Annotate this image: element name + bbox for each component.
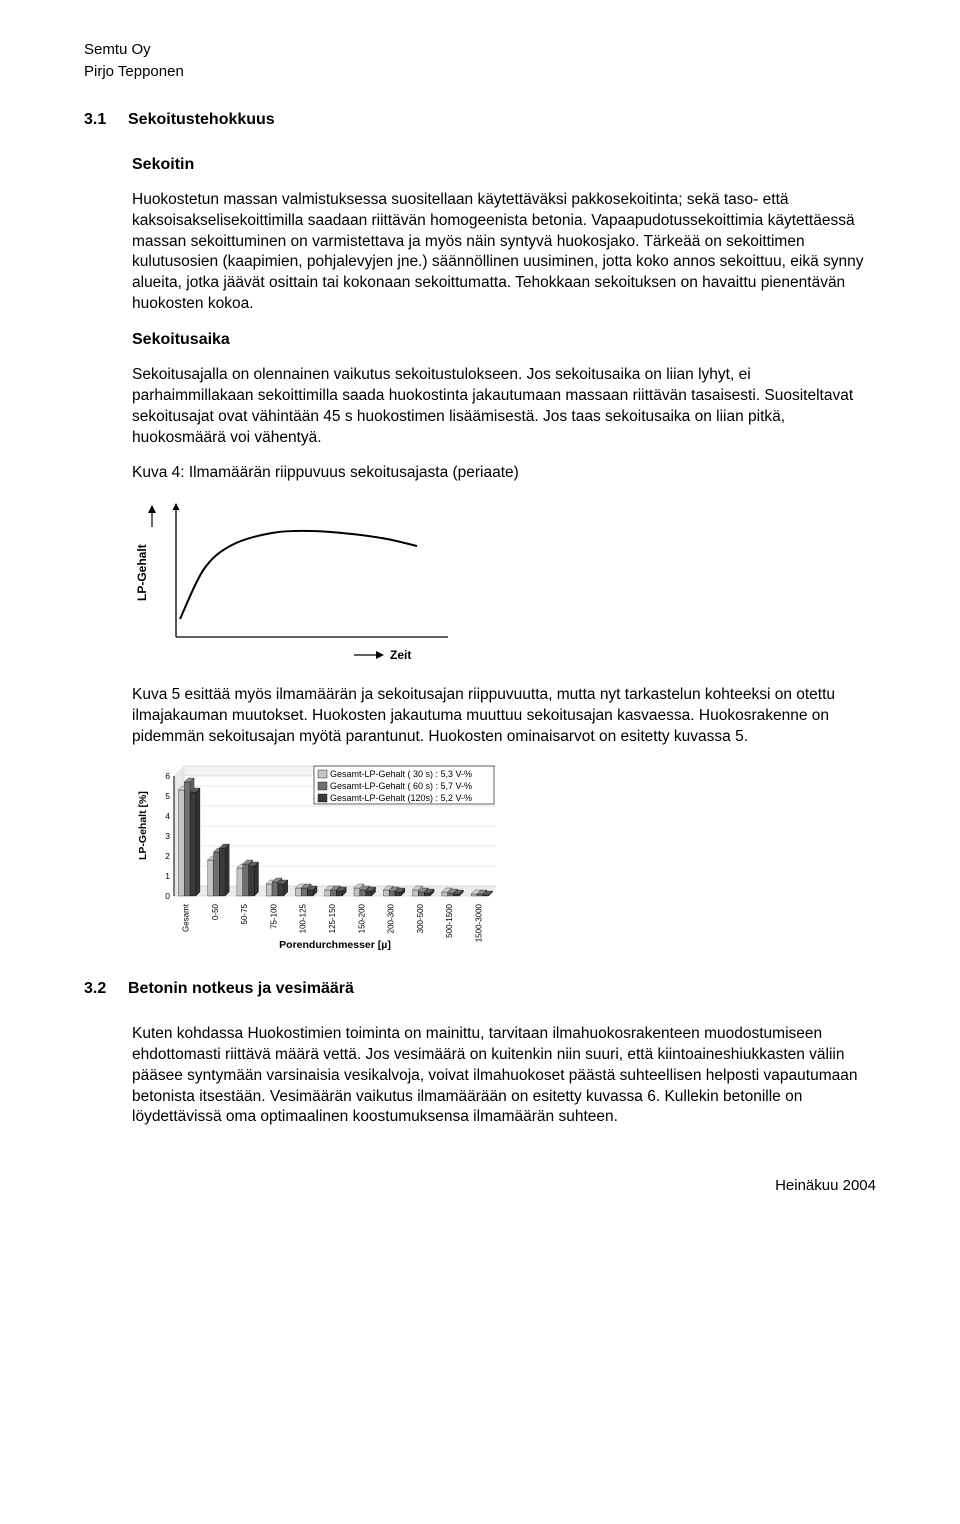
header-author: Pirjo Tepponen <box>84 62 876 82</box>
svg-text:4: 4 <box>165 811 170 821</box>
para-31-1: Huokostetun massan valmistuksessa suosit… <box>132 190 876 316</box>
chart-5: 0 1 2 3 4 5 6 LP-Gehalt [%] Gesamt 0-50 50-75 75-10… <box>132 762 876 952</box>
section-31-num: 3.1 <box>84 109 128 131</box>
svg-text:500-1500: 500-1500 <box>445 904 454 938</box>
svg-text:150-200: 150-200 <box>357 904 366 934</box>
svg-text:Gesamt: Gesamt <box>182 903 191 932</box>
svg-text:LP-Gehalt [%]: LP-Gehalt [%] <box>137 791 149 860</box>
section-31-title: Sekoitustehokkuus <box>128 111 275 128</box>
svg-text:Gesamt-LP-Gehalt (120s) : 5,2: Gesamt-LP-Gehalt (120s) : 5,2 V-% <box>330 793 472 803</box>
svg-text:50-75: 50-75 <box>240 904 249 925</box>
svg-text:100-125: 100-125 <box>299 904 308 934</box>
svg-text:Zeit: Zeit <box>390 648 411 662</box>
svg-text:Gesamt-LP-Gehalt ( 30 s) : 5,3: Gesamt-LP-Gehalt ( 30 s) : 5,3 V-% <box>330 769 472 779</box>
svg-text:75-100: 75-100 <box>269 904 278 929</box>
section-31-heading: 3.1Sekoitustehokkuus <box>84 109 876 131</box>
header-company: Semtu Oy <box>84 40 876 60</box>
para-31-3: Kuva 5 esittää myös ilmamäärän ja sekoit… <box>132 685 876 748</box>
footer-date: Heinäkuu 2004 <box>84 1176 876 1196</box>
svg-text:125-150: 125-150 <box>328 904 337 934</box>
section-32-heading: 3.2Betonin notkeus ja vesimäärä <box>84 978 876 1000</box>
svg-text:6: 6 <box>165 771 170 781</box>
chart-4: Zeit LP-Gehalt <box>132 491 876 671</box>
svg-text:2: 2 <box>165 851 170 861</box>
svg-text:300-500: 300-500 <box>416 904 425 934</box>
svg-text:200-300: 200-300 <box>387 904 396 934</box>
sub-sekoitin: Sekoitin <box>132 154 876 176</box>
svg-text:Porendurchmesser [µ]: Porendurchmesser [µ] <box>279 939 391 951</box>
section-32-title: Betonin notkeus ja vesimäärä <box>128 980 354 997</box>
para-31-2: Sekoitusajalla on olennainen vaikutus se… <box>132 365 876 449</box>
svg-text:Gesamt-LP-Gehalt ( 60 s) : 5,7: Gesamt-LP-Gehalt ( 60 s) : 5,7 V-% <box>330 781 472 791</box>
svg-text:1: 1 <box>165 871 170 881</box>
section-32-num: 3.2 <box>84 978 128 1000</box>
svg-text:0-50: 0-50 <box>211 904 220 921</box>
svg-text:LP-Gehalt: LP-Gehalt <box>135 545 149 602</box>
sub-sekoitusaika: Sekoitusaika <box>132 329 876 351</box>
svg-text:0: 0 <box>165 891 170 901</box>
svg-text:1500-3000: 1500-3000 <box>474 904 483 943</box>
svg-text:5: 5 <box>165 791 170 801</box>
svg-text:3: 3 <box>165 831 170 841</box>
para-32-1: Kuten kohdassa Huokostimien toiminta on … <box>132 1024 876 1129</box>
fig4-caption: Kuva 4: Ilmamäärän riippuvuus sekoitusaj… <box>132 463 876 484</box>
